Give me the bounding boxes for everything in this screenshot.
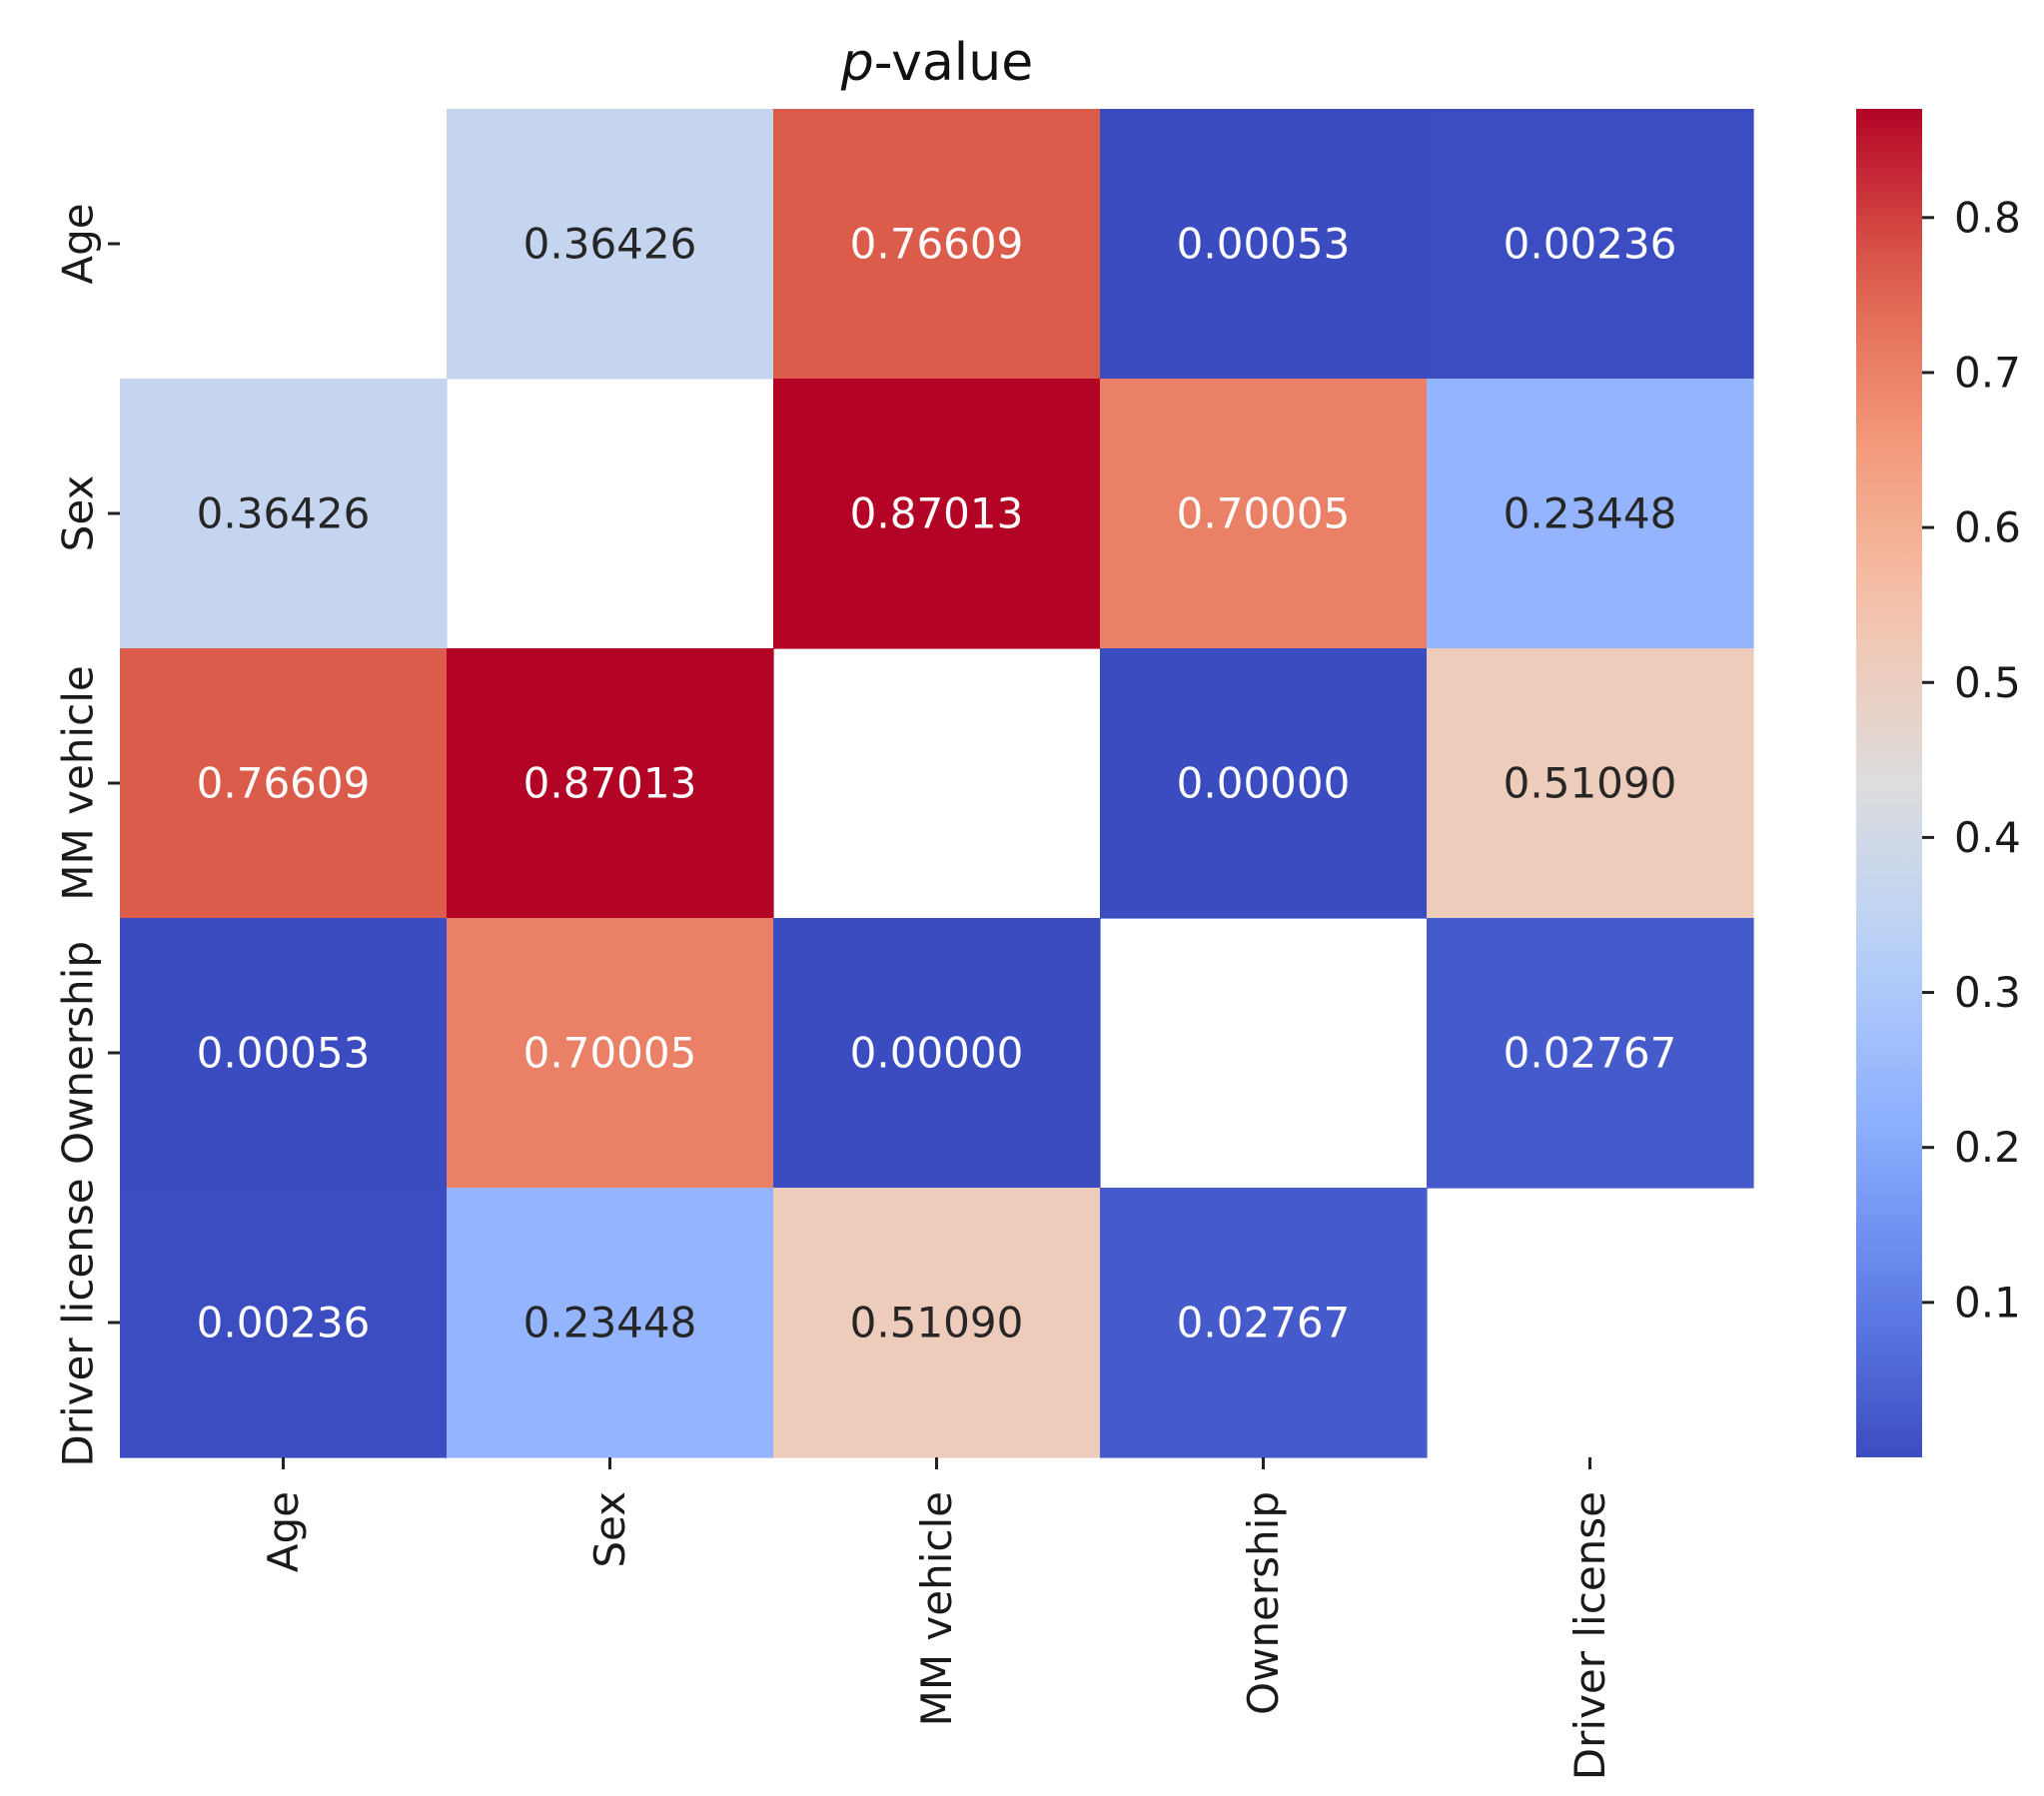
colorbar-gradient	[1856, 109, 1922, 1457]
cell-1-3	[1100, 379, 1428, 649]
cell-4-2	[773, 1188, 1101, 1458]
cell-label-4-2: 0.51090	[850, 1299, 1024, 1347]
cell-label-4-3: 0.02767	[1177, 1299, 1351, 1347]
colorbar-tick-label-3: 0.4	[1954, 813, 2021, 862]
cell-2-4	[1427, 648, 1754, 919]
cell-3-4	[1427, 918, 1754, 1189]
cell-label-0-3: 0.00053	[1177, 220, 1351, 269]
x-tick-label-0: Age	[259, 1491, 308, 1572]
chart-title-rest: -value	[874, 33, 1033, 93]
y-tick-label-2: MM vehicle	[54, 665, 103, 900]
cell-label-0-1: 0.36426	[523, 220, 697, 269]
cell-4-1	[447, 1188, 774, 1458]
cell-1-2	[773, 379, 1101, 649]
y-tick-label-3: Ownership	[54, 941, 103, 1165]
cell-label-2-1: 0.87013	[523, 759, 697, 808]
cell-label-1-2: 0.87013	[850, 489, 1024, 538]
y-tick-label-1: Sex	[54, 475, 103, 552]
y-tick-label-4: Driver license	[54, 1178, 103, 1466]
cell-3-2	[773, 918, 1101, 1189]
cell-label-3-0: 0.00053	[197, 1029, 371, 1078]
cell-label-3-4: 0.02767	[1504, 1029, 1677, 1078]
x-tick-label-2: MM vehicle	[912, 1491, 961, 1726]
cell-label-3-1: 0.70005	[523, 1029, 697, 1078]
cell-2-1	[447, 648, 774, 919]
cell-0-3	[1100, 109, 1428, 380]
x-axis: Age Sex MM vehicle Ownership Driver license	[259, 1457, 1614, 1780]
cell-label-1-4: 0.23448	[1504, 489, 1677, 538]
cell-1-4	[1427, 379, 1754, 649]
cell-4-3	[1100, 1188, 1428, 1458]
y-tick-label-0: Age	[54, 203, 103, 284]
chart-title: p-value	[840, 33, 1033, 93]
colorbar-tick-label-2: 0.3	[1954, 968, 2021, 1017]
cell-label-4-0: 0.00236	[197, 1299, 371, 1347]
cell-label-2-4: 0.51090	[1504, 759, 1677, 808]
cell-label-1-3: 0.70005	[1177, 489, 1351, 538]
x-tick-label-3: Ownership	[1239, 1491, 1288, 1715]
heatmap-cells: 0.36426 0.76609 0.00053 0.00236 0.36426 0.870…	[120, 109, 1754, 1458]
colorbar-tick-label-6: 0.7	[1954, 348, 2021, 397]
colorbar-tick-label-7: 0.8	[1954, 193, 2021, 242]
cell-label-0-4: 0.00236	[1504, 220, 1677, 269]
cell-label-0-2: 0.76609	[850, 220, 1024, 269]
colorbar-tick-label-5: 0.6	[1954, 503, 2021, 552]
x-tick-label-4: Driver license	[1565, 1491, 1614, 1780]
cell-3-0	[120, 918, 448, 1189]
cell-label-4-1: 0.23448	[523, 1299, 697, 1347]
cell-0-2	[773, 109, 1101, 380]
cell-label-3-2: 0.00000	[850, 1029, 1024, 1078]
y-axis: Age Sex MM vehicle Ownership Driver license	[54, 203, 120, 1467]
cell-label-2-0: 0.76609	[197, 759, 371, 808]
cell-label-2-3: 0.00000	[1177, 759, 1351, 808]
colorbar-tick-label-4: 0.5	[1954, 658, 2021, 707]
chart-title-italic: p	[840, 33, 874, 93]
cell-label-1-0: 0.36426	[197, 489, 371, 538]
colorbar-tick-label-0: 0.1	[1954, 1278, 2021, 1327]
cell-0-1	[447, 109, 774, 380]
cell-1-0	[120, 379, 448, 649]
cell-2-0	[120, 648, 448, 919]
cell-0-4	[1427, 109, 1754, 380]
colorbar-tick-label-1: 0.2	[1954, 1123, 2021, 1172]
cell-4-0	[120, 1188, 448, 1458]
cell-3-1	[447, 918, 774, 1189]
x-tick-label-1: Sex	[585, 1491, 634, 1568]
colorbar: 0.1 0.2 0.3 0.4 0.5 0.6 0.7 0.8	[1856, 109, 2021, 1457]
cell-2-3	[1100, 648, 1428, 919]
